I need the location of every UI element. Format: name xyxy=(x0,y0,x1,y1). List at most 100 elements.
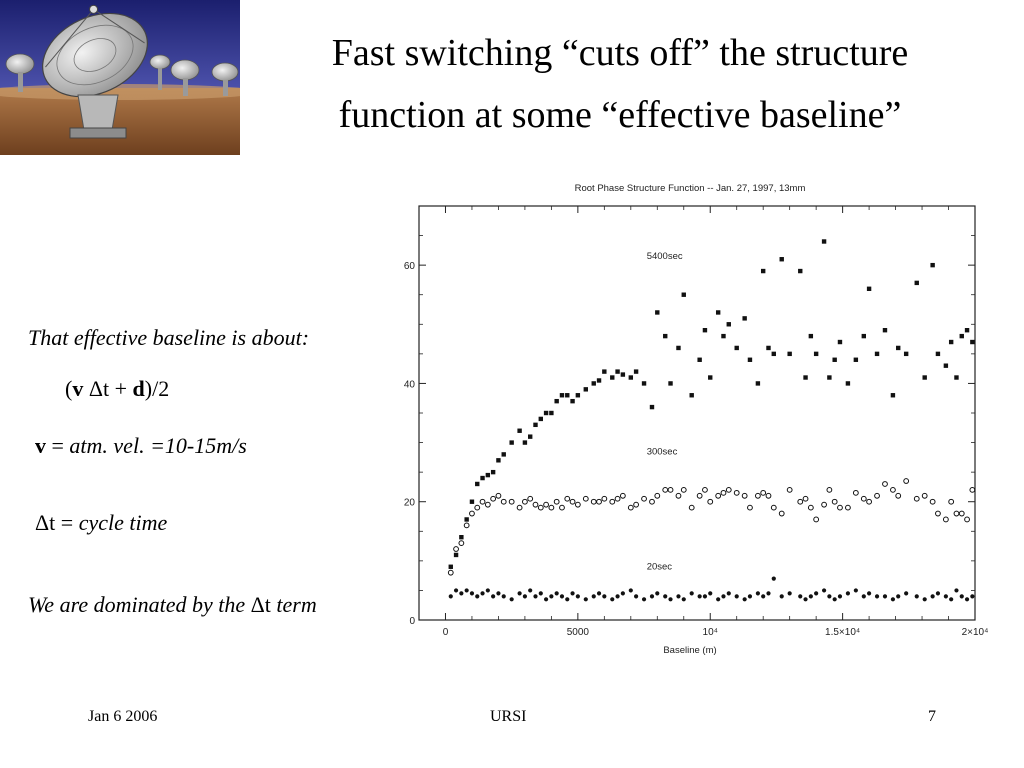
point-5400sec xyxy=(522,440,528,445)
point-20sec xyxy=(596,591,602,596)
point-5400sec xyxy=(655,310,660,315)
point-5400sec xyxy=(798,268,803,274)
formula-plus: + xyxy=(109,376,133,401)
point-20sec xyxy=(469,591,475,596)
point-20sec xyxy=(615,594,620,599)
point-20sec xyxy=(517,591,522,596)
point-300sec xyxy=(747,504,753,511)
point-300sec xyxy=(500,498,507,505)
point-300sec xyxy=(720,489,727,496)
formula-v: v xyxy=(72,376,84,401)
point-300sec xyxy=(633,501,640,508)
footer-date: Jan 6 2006 xyxy=(88,708,158,725)
x-tick-label: 5000 xyxy=(567,627,590,638)
point-20sec xyxy=(853,588,858,593)
point-300sec xyxy=(942,516,949,523)
point-300sec xyxy=(890,486,896,493)
point-5400sec xyxy=(559,393,565,398)
point-300sec xyxy=(569,498,576,505)
point-20sec xyxy=(485,588,490,593)
point-5400sec xyxy=(596,378,602,383)
point-300sec xyxy=(495,492,502,499)
point-300sec xyxy=(596,498,602,505)
point-5400sec xyxy=(715,310,721,315)
point-5400sec xyxy=(930,262,935,268)
point-5400sec xyxy=(948,339,954,345)
point-300sec xyxy=(874,492,880,499)
point-20sec xyxy=(896,594,901,599)
point-20sec xyxy=(570,591,575,596)
point-5400sec xyxy=(676,345,681,351)
series-label: 300sec xyxy=(647,446,678,457)
point-5400sec xyxy=(708,375,713,380)
point-300sec xyxy=(553,498,560,505)
point-20sec xyxy=(779,594,784,599)
point-5400sec xyxy=(453,552,459,558)
point-5400sec xyxy=(641,381,647,386)
point-5400sec xyxy=(615,369,620,374)
formula-close: )/2 xyxy=(144,376,170,401)
point-5400sec xyxy=(760,268,766,274)
formula-dt: Δt xyxy=(88,376,110,401)
point-300sec xyxy=(852,489,859,496)
point-20sec xyxy=(914,594,919,599)
point-20sec xyxy=(628,588,633,593)
point-300sec xyxy=(895,492,902,499)
point-300sec xyxy=(453,546,459,552)
point-300sec xyxy=(802,495,809,502)
point-20sec xyxy=(861,594,866,599)
point-300sec xyxy=(778,510,785,517)
point-20sec xyxy=(591,594,596,599)
point-300sec xyxy=(715,492,722,499)
point-5400sec xyxy=(813,351,819,357)
point-300sec xyxy=(675,492,682,499)
dominated-text: We are dominated by the Δt term xyxy=(28,592,317,618)
point-20sec xyxy=(845,591,851,596)
point-5400sec xyxy=(935,351,941,357)
point-5400sec xyxy=(533,422,538,428)
point-20sec xyxy=(649,594,655,599)
point-5400sec xyxy=(501,452,506,457)
point-5400sec xyxy=(496,458,501,463)
point-300sec xyxy=(948,498,955,505)
point-300sec xyxy=(725,486,732,493)
point-20sec xyxy=(787,591,792,596)
point-300sec xyxy=(582,495,589,502)
point-300sec xyxy=(702,486,708,493)
point-300sec xyxy=(543,501,549,508)
point-20sec xyxy=(747,594,753,599)
point-5400sec xyxy=(583,387,588,392)
point-20sec xyxy=(930,594,935,599)
point-5400sec xyxy=(837,339,843,345)
point-5400sec xyxy=(861,333,866,339)
point-5400sec xyxy=(882,328,888,333)
point-20sec xyxy=(827,594,832,599)
point-300sec xyxy=(882,481,888,487)
dtdef-text: cycle time xyxy=(78,510,168,535)
telescope-illustration xyxy=(0,0,240,155)
point-20sec xyxy=(480,591,485,596)
point-5400sec xyxy=(697,357,702,362)
vdef-v: v xyxy=(35,433,46,458)
point-300sec xyxy=(786,486,793,493)
velocity-definition: v = atm. vel. =10-15m/s xyxy=(35,433,247,459)
point-20sec xyxy=(509,597,514,602)
point-20sec xyxy=(689,591,694,596)
point-20sec xyxy=(970,594,975,599)
point-300sec xyxy=(527,495,534,502)
point-20sec xyxy=(491,594,496,599)
point-5400sec xyxy=(922,375,927,380)
point-20sec xyxy=(676,594,681,599)
point-5400sec xyxy=(649,404,655,410)
point-20sec xyxy=(904,591,909,596)
point-20sec xyxy=(475,594,480,599)
point-5400sec xyxy=(490,469,496,475)
point-5400sec xyxy=(480,475,485,481)
point-20sec xyxy=(522,594,528,599)
point-300sec xyxy=(447,569,454,576)
point-5400sec xyxy=(821,239,827,244)
point-20sec xyxy=(634,594,639,599)
formula: (v Δt + d)/2 xyxy=(65,376,169,402)
point-20sec xyxy=(655,591,660,596)
x-axis-label: Baseline (m) xyxy=(663,645,716,656)
